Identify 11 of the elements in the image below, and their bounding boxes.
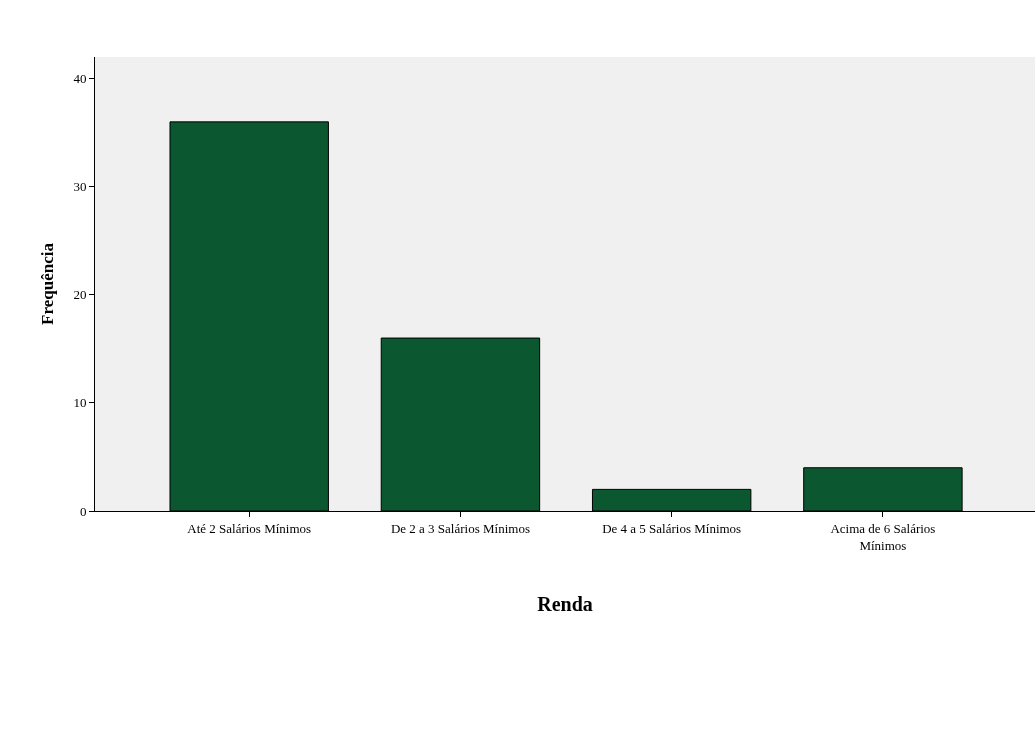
- x-tick-label: Acima de 6 Salários Mínimos: [830, 520, 936, 553]
- y-tick-label: 40: [73, 71, 87, 87]
- y-axis-title: Frequência: [37, 242, 57, 325]
- y-tick-label: 10: [73, 395, 87, 411]
- x-tick-label: Até 2 Salários Mínimos: [187, 520, 312, 536]
- y-tick-label: 20: [73, 287, 87, 303]
- x-tick-label: De 2 a 3 Salários Mínimos: [390, 520, 530, 536]
- y-tick-label: 0: [79, 503, 87, 519]
- x-axis-title: Renda: [537, 593, 593, 615]
- y-tick-label: 30: [73, 179, 87, 195]
- x-tick-label: De 4 a 5 Salários Mínimos: [602, 520, 742, 536]
